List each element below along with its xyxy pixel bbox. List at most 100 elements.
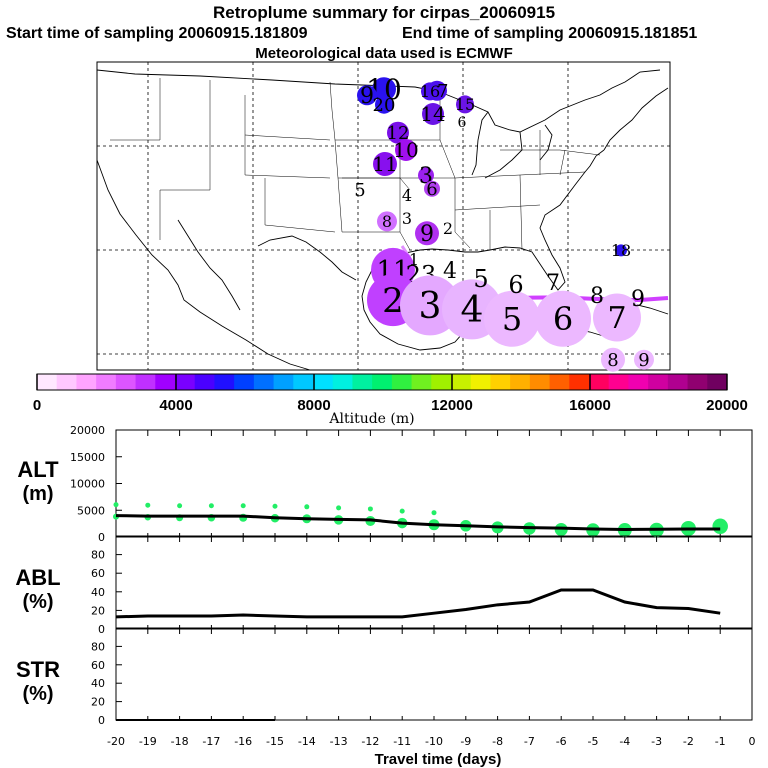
map-coastlines — [96, 69, 669, 371]
x-tick-label: -5 — [588, 735, 599, 748]
colorbar-cell — [96, 374, 117, 390]
altitude-marker — [431, 510, 437, 516]
panel-unit: (%) — [22, 591, 53, 613]
colorbar-cell — [372, 374, 393, 390]
colorbar-tick-label: 16000 — [569, 397, 611, 414]
plume-cluster-marker — [593, 293, 641, 342]
plume-cluster-marker — [424, 180, 440, 197]
colorbar-cell — [529, 374, 551, 390]
y-tick-label: 20 — [91, 696, 105, 709]
colorbar-cell — [115, 374, 137, 390]
colorbar-ticks: 0 4000 8000 12000 16000 20000 — [33, 374, 748, 414]
plume-day-label: 16 — [420, 82, 440, 101]
colorbar-cell — [470, 374, 491, 390]
x-tick-label: -10 — [425, 735, 443, 748]
colorbar-cell — [352, 374, 373, 390]
plume-cluster-marker — [535, 290, 591, 347]
x-tick-label: -11 — [393, 735, 411, 748]
x-tick-label: -19 — [139, 735, 157, 748]
colorbar-cell — [135, 374, 156, 390]
plume-day-label: 8 — [382, 212, 392, 231]
x-tick-label: -1 — [715, 735, 726, 748]
altitude-marker — [272, 503, 278, 509]
colorbar-cell — [451, 374, 472, 390]
plume-day-label: 10 — [393, 138, 418, 162]
colorbar-tick-label: 0 — [33, 397, 41, 414]
end-time-label: End time of sampling 20060915.181851 — [402, 25, 698, 42]
colorbar-cell — [510, 374, 531, 390]
altitude-marker — [712, 518, 728, 535]
altitude-colorbar: 0 4000 8000 12000 16000 20000 Altitude (m) — [33, 373, 748, 427]
altitude-marker — [113, 502, 119, 508]
altitude-marker — [336, 505, 342, 511]
plume-day-label: 5 — [502, 300, 522, 338]
plume-day-label: 4 — [402, 186, 412, 205]
y-tick-label: 80 — [91, 640, 105, 653]
panel-alt: ALT(m) 20000 15000 10000 5000 0 — [17, 424, 753, 544]
y-tick-label: 10000 — [70, 478, 105, 491]
y-tick-label: 15000 — [70, 451, 105, 464]
colorbar-cell — [589, 374, 610, 390]
x-tick-label: -16 — [234, 735, 252, 748]
plume-cluster-marker — [373, 152, 397, 176]
colorbar-cell — [391, 374, 413, 390]
colorbar-tick-label: 20000 — [706, 397, 748, 414]
plume-cluster-marker — [372, 77, 396, 102]
plume-cluster-marker — [601, 347, 625, 372]
plume-cluster-marker — [377, 211, 397, 232]
y-tick-label: 0 — [98, 714, 105, 727]
altitude-marker — [177, 503, 183, 509]
colorbar-cell — [273, 374, 294, 390]
plume-day-label: 20 — [373, 95, 396, 116]
chart-title: Retroplume summary for cirpas_20060915 — [212, 3, 556, 22]
altitude-marker — [145, 502, 151, 508]
plume-day-label: 1 — [409, 250, 419, 269]
x-tick-label: -14 — [298, 735, 316, 748]
colorbar-cell — [569, 374, 590, 390]
plume-day-label: 9 — [638, 350, 649, 371]
x-tick-label: -9 — [460, 735, 471, 748]
plume-day-label: 5 — [473, 265, 488, 293]
altitude-marker — [399, 508, 405, 514]
colorbar-cell — [332, 374, 353, 390]
map-plume-labels: 1092017161514651210113643892181112342345… — [354, 73, 654, 372]
colorbar-tick-label: 4000 — [159, 397, 192, 414]
plume-day-label: 15 — [455, 95, 475, 114]
colorbar-cell — [313, 374, 334, 390]
plume-cluster-marker — [375, 95, 393, 114]
plume-day-label: 6 — [426, 179, 437, 200]
plume-day-label: 2 — [443, 219, 453, 238]
plume-cluster-marker — [634, 349, 654, 370]
y-tick-label: 80 — [91, 549, 105, 562]
plume-day-label: 6 — [458, 115, 467, 131]
plume-cluster-marker — [415, 221, 439, 246]
y-tick-label: 40 — [91, 677, 105, 690]
y-tick-label: 60 — [91, 567, 105, 580]
plume-cluster-marker — [615, 244, 627, 257]
plume-day-label: 9 — [631, 287, 645, 312]
plume-cluster-marker — [422, 103, 444, 125]
plume-cluster-marker — [418, 167, 434, 184]
plume-day-label: 14 — [420, 102, 445, 126]
series-line — [115, 514, 721, 532]
colorbar-cell — [411, 374, 432, 390]
x-tick-label: -2 — [683, 735, 694, 748]
colorbar-cell — [155, 374, 176, 390]
x-tick-label: -18 — [171, 735, 189, 748]
start-time-label: Start time of sampling 20060915.181809 — [6, 25, 308, 42]
colorbar-cell — [431, 374, 452, 390]
y-tick-label: 0 — [98, 531, 105, 544]
panel-frame — [115, 627, 753, 721]
plume-cluster-marker — [456, 95, 474, 114]
x-tick-label: -8 — [492, 735, 503, 748]
colorbar-cell — [667, 374, 689, 390]
plume-day-label: 7 — [546, 271, 560, 296]
altitude-marker — [367, 506, 373, 512]
plume-day-label: 12 — [387, 123, 410, 144]
panel-title: STR — [16, 657, 60, 682]
y-tick-label: 60 — [91, 659, 105, 672]
colorbar-cell — [628, 374, 649, 390]
plume-day-label: 11 — [372, 152, 397, 176]
x-tick-label: -6 — [556, 735, 567, 748]
